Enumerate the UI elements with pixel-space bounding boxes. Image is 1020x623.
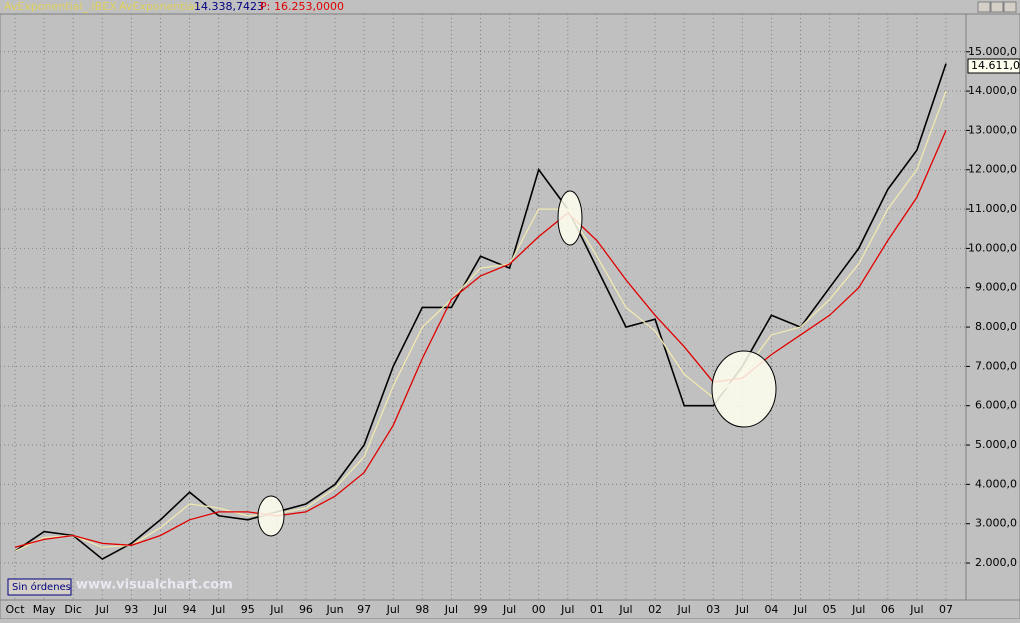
y-tick-label: 7.000,0	[975, 359, 1017, 372]
price-label: P:	[260, 0, 270, 13]
watermark: www.visualchart.com	[76, 578, 233, 593]
x-tick-label: Jul	[153, 603, 167, 616]
y-tick-label: 3.000,0	[975, 517, 1017, 530]
annotations	[257, 190, 777, 537]
grid: 2.000,0 3.000,0 4.000,0 5.000,0 6.000,0 7.000…	[0, 14, 1017, 616]
y-tick-label: 6.000,0	[975, 399, 1017, 412]
x-tick-label: May	[33, 603, 56, 616]
y-tick-label: 13.000,0	[968, 123, 1017, 136]
y-tick-label: 9.000,0	[975, 281, 1017, 294]
series	[14, 63, 947, 561]
x-tick-label: 95	[241, 603, 255, 616]
x-tick-label: Jul	[502, 603, 516, 616]
window-buttons[interactable]	[977, 1, 1017, 13]
x-tick-label: Jul	[909, 603, 923, 616]
close-button[interactable]	[1003, 1, 1017, 13]
y-tick-label: 2.000,0	[975, 556, 1017, 569]
x-tick-label: 00	[532, 603, 546, 616]
annotation-circle	[257, 495, 285, 537]
x-tick-label: 04	[764, 603, 778, 616]
last-price-box	[967, 58, 1020, 74]
x-tick-label: Jul	[444, 603, 458, 616]
x-tick-label: 93	[124, 603, 138, 616]
series-line	[14, 63, 947, 561]
x-tick-label: 05	[823, 603, 837, 616]
minimize-button[interactable]	[977, 1, 991, 13]
y-tick-label: 15.000,0	[968, 45, 1017, 58]
x-tick-label: 96	[299, 603, 313, 616]
status-box[interactable]	[7, 578, 72, 596]
x-tick-label: Jul	[618, 603, 632, 616]
annotation-circle	[711, 350, 777, 428]
y-tick-label: 4.000,0	[975, 477, 1017, 490]
x-tick-label: 99	[474, 603, 488, 616]
x-tick-label: Jul	[851, 603, 865, 616]
series-line	[14, 130, 947, 548]
x-tick-label: 06	[881, 603, 895, 616]
y-tick-label: 8.000,0	[975, 320, 1017, 333]
plot-area	[0, 13, 967, 601]
x-tick-label: Jul	[677, 603, 691, 616]
x-tick-label: Dic	[64, 603, 82, 616]
status[interactable]: Sin órdenes	[12, 581, 71, 593]
x-tick-label: 02	[648, 603, 662, 616]
y-tick-label: 14.000,0	[968, 84, 1017, 97]
y-axis-panel	[965, 13, 1020, 601]
x-tick-label: Jul	[386, 603, 400, 616]
y-tick-label: 10.000,0	[968, 241, 1017, 254]
study-name: AvExponential_.IBEX	[4, 0, 117, 13]
price-value: 16.253,0000	[274, 0, 344, 13]
annotation-circle	[557, 190, 583, 246]
x-tick-label: Jul	[211, 603, 225, 616]
x-tick-label: Jun	[325, 603, 343, 616]
x-tick-label: 98	[415, 603, 429, 616]
series-line	[14, 90, 947, 552]
x-tick-label: 03	[706, 603, 720, 616]
last-price: 14.611,0	[971, 59, 1020, 72]
x-tick-label: Jul	[560, 603, 574, 616]
header: AvExponential_.IBEX AvExponential: 14.33…	[4, 0, 344, 13]
x-tick-label: Jul	[95, 603, 109, 616]
x-tick-label: 01	[590, 603, 604, 616]
x-tick-label: Jul	[269, 603, 283, 616]
x-tick-label: Jul	[793, 603, 807, 616]
x-tick-label: Jul	[735, 603, 749, 616]
y-tick-label: 5.000,0	[975, 438, 1017, 451]
y-tick-label: 12.000,0	[968, 163, 1017, 176]
study-value: 14.338,7423	[194, 0, 264, 13]
x-tick-label: 97	[357, 603, 371, 616]
study-label: AvExponential:	[119, 0, 201, 13]
x-tick-label: 07	[939, 603, 953, 616]
x-tick-label: 94	[183, 603, 197, 616]
y-tick-label: 11.000,0	[968, 202, 1017, 215]
x-tick-label: Oct	[5, 603, 25, 616]
maximize-button[interactable]	[990, 1, 1004, 13]
